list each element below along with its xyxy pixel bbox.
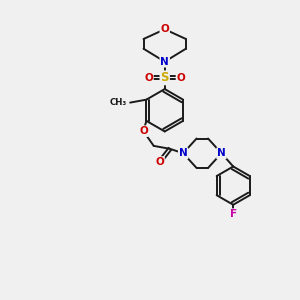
Text: O: O xyxy=(176,73,185,83)
Text: O: O xyxy=(155,157,164,167)
Text: S: S xyxy=(160,71,169,84)
Text: CH₃: CH₃ xyxy=(110,98,127,107)
Text: N: N xyxy=(179,148,188,158)
Text: N: N xyxy=(160,57,169,67)
Text: F: F xyxy=(230,209,237,219)
Text: O: O xyxy=(160,24,169,34)
Text: O: O xyxy=(139,126,148,136)
Text: N: N xyxy=(217,148,226,158)
Text: O: O xyxy=(144,73,153,83)
